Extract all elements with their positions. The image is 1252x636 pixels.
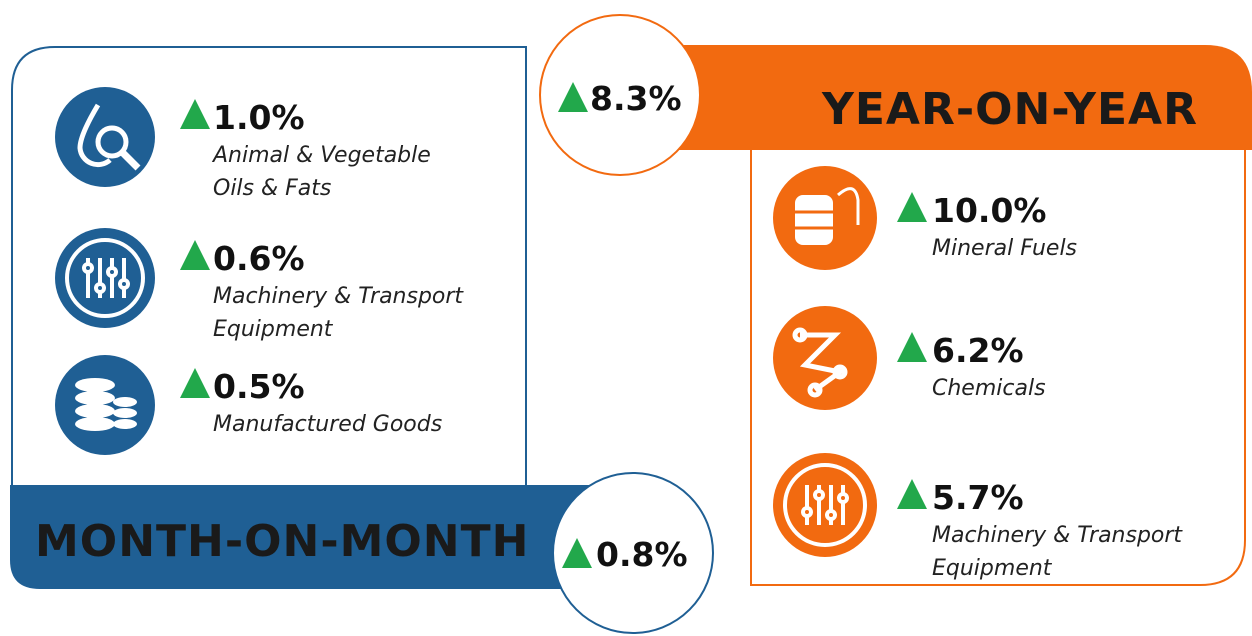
icon-sliders <box>773 453 877 557</box>
up-arrow <box>180 240 210 270</box>
item-label: Chemicals <box>932 376 1046 401</box>
yoy-title: YEAR-ON-YEAR <box>821 84 1198 135</box>
up-arrow <box>897 192 927 222</box>
item-label: Oils & Fats <box>213 176 331 201</box>
yoy-band <box>640 45 1252 150</box>
icon-oils <box>55 87 155 187</box>
icon-chemicals <box>773 306 877 410</box>
up-arrow <box>180 99 210 129</box>
icon-coins <box>55 355 155 455</box>
item-value: 6.2% <box>932 331 1024 370</box>
yoy-value: 8.3% <box>590 79 682 118</box>
up-arrow <box>180 368 210 398</box>
item-label: Animal & Vegetable <box>211 143 431 168</box>
up-arrow <box>897 332 927 362</box>
icon-sliders <box>55 228 155 328</box>
up-arrow <box>562 538 592 568</box>
item-label: Machinery & Transport <box>213 284 464 309</box>
item-value: 0.5% <box>213 367 305 406</box>
item-value: 0.6% <box>213 239 305 278</box>
item-value: 10.0% <box>932 191 1047 230</box>
mom-band <box>10 485 652 589</box>
up-arrow <box>897 479 927 509</box>
yoy-panel <box>750 150 1246 586</box>
item-label: Equipment <box>213 317 334 342</box>
up-arrow <box>558 82 588 112</box>
item-value: 1.0% <box>213 98 305 137</box>
yoy-circle <box>539 14 701 176</box>
icon-fuel <box>773 166 877 270</box>
item-label: Manufactured Goods <box>213 412 442 437</box>
item-label: Equipment <box>932 556 1053 581</box>
item-label: Mineral Fuels <box>932 236 1077 261</box>
item-value: 5.7% <box>932 478 1024 517</box>
mom-value: 0.8% <box>596 535 688 574</box>
mom-circle <box>552 472 714 634</box>
mom-title: MONTH-ON-MONTH <box>35 516 529 567</box>
item-label: Machinery & Transport <box>932 523 1183 548</box>
